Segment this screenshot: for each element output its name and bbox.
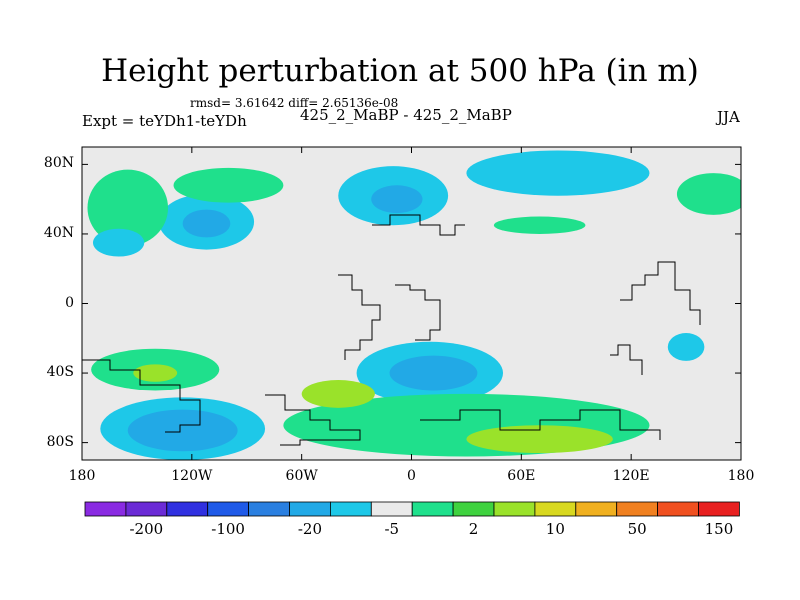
xtick-label: 120E — [612, 468, 650, 484]
colorbar-label: -5 — [384, 520, 400, 538]
colorbar-swatch — [329, 501, 372, 517]
colorbar-label: -20 — [297, 520, 323, 538]
anomaly-antarctic-high-core-east — [466, 425, 613, 454]
anomaly-east-asia-high — [676, 173, 741, 215]
colorbar-label: 50 — [627, 520, 647, 538]
anomaly-pacific-high-ring — [87, 169, 169, 247]
xtick-label: 0 — [407, 468, 416, 484]
anomaly-siberia-low — [466, 150, 650, 196]
coastline-antarctica-west — [82, 359, 201, 433]
anomaly-south-atlantic-low-core — [389, 355, 478, 391]
colorbar-swatch — [84, 501, 127, 517]
ytick-label: 0 — [65, 294, 74, 311]
xtick-label: 180 — [727, 468, 755, 484]
anomaly-south-pacific-high-core — [133, 364, 178, 382]
ytick-label: 80S — [46, 433, 74, 450]
colorbar-swatch — [452, 501, 495, 517]
colorbar-swatch — [534, 501, 577, 517]
colorbar-swatch — [248, 501, 290, 517]
colorbar-label: -200 — [129, 520, 164, 538]
ytick-label: 80N — [43, 155, 74, 172]
coastline-antarctic-peninsula — [265, 394, 361, 446]
anomaly-southern-ocean-low-core — [127, 409, 238, 452]
coastline-asia-pacific — [620, 261, 701, 325]
colorbar-swatch — [207, 501, 249, 517]
anomaly-arctic-high-west — [173, 167, 284, 203]
colorbar-label: -100 — [211, 520, 245, 538]
coastline-africa — [395, 284, 441, 341]
colorbar-swatch — [370, 501, 413, 517]
colorbar — [84, 501, 740, 517]
colorbar-label: 150 — [704, 520, 734, 538]
coastline-north-atlantic — [372, 214, 465, 236]
season-label: JJA — [717, 108, 740, 126]
anomaly-west-pacific-high — [92, 228, 145, 257]
colorbar-swatch — [616, 501, 659, 517]
coastline-antarctica-east — [420, 409, 661, 440]
experiment-label: Expt = teYDh1-teYDh — [82, 112, 247, 130]
xtick-label: 60W — [285, 468, 318, 484]
colorbar-swatch — [166, 501, 209, 517]
anomaly-central-asia-high — [493, 216, 586, 234]
colorbar-label: 2 — [468, 520, 479, 538]
colorbar-swatch — [698, 501, 740, 517]
anomaly-australia-low — [667, 333, 705, 361]
xtick-label: 60E — [507, 468, 536, 484]
xtick-label: 180 — [68, 468, 96, 484]
coastline-layer — [82, 214, 701, 446]
colorbar-swatch — [125, 501, 168, 517]
colorbar-swatch — [575, 501, 618, 517]
colorbar-swatch — [657, 501, 699, 517]
coastline-south-america — [338, 274, 381, 360]
ytick-label: 40N — [43, 224, 74, 241]
ytick-label: 40S — [46, 364, 74, 381]
colorbar-swatch — [289, 501, 331, 517]
anomaly-north-atlantic-low-core — [371, 185, 423, 214]
colorbar-swatch — [493, 501, 536, 517]
coastline-australia — [610, 344, 643, 375]
colorbar-label: 10 — [545, 520, 565, 538]
xtick-label: 120W — [171, 468, 213, 484]
anomaly-layer — [87, 150, 741, 460]
period-label: 425_2_MaBP - 425_2_MaBP — [300, 106, 512, 124]
anomaly-north-america-low-core — [182, 209, 231, 238]
colorbar-swatch — [411, 501, 454, 517]
anomaly-antarctic-high-core-west — [301, 380, 375, 408]
chart-title: Height perturbation at 500 hPa (in m) — [101, 53, 699, 89]
axis-ticks — [81, 147, 742, 460]
stats-text: rmsd= 3.61642 diff= 2.65136e-08 — [190, 96, 399, 110]
